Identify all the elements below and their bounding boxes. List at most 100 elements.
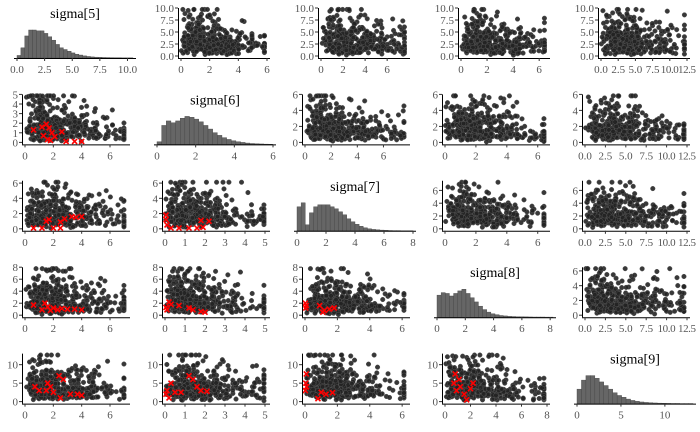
scatter-point — [517, 42, 523, 48]
scatter-point — [489, 214, 496, 220]
scatter-point — [673, 133, 679, 139]
scatter-point — [59, 107, 65, 113]
scatter-point — [65, 113, 71, 119]
scatter-point — [627, 199, 633, 205]
scatter-point — [105, 209, 111, 215]
y-tick-label: 2 — [573, 211, 579, 223]
scatter-point — [79, 112, 85, 119]
scatter-point — [622, 136, 628, 142]
scatter-point — [32, 99, 38, 105]
scatter-point — [662, 208, 668, 214]
scatter-point — [516, 34, 522, 40]
hist-bar — [193, 118, 199, 145]
scatter-point — [667, 37, 673, 43]
scatter-point — [81, 97, 87, 104]
scatter-point — [464, 191, 470, 197]
scatter-point — [617, 41, 624, 47]
x-tick-label: 1 — [182, 237, 188, 249]
scatter-point — [477, 29, 483, 35]
scatter-point — [207, 12, 213, 18]
scatter-point — [473, 103, 480, 109]
scatter-point — [343, 52, 349, 58]
scatter-point — [650, 206, 656, 212]
scatter-point — [181, 195, 187, 201]
hist-bar — [313, 206, 318, 232]
scatter-points — [459, 6, 547, 58]
hist-bar — [67, 51, 72, 59]
scatter-point — [652, 38, 658, 44]
scatter-point — [339, 135, 345, 141]
scatter-point — [660, 224, 666, 230]
scatter-point — [511, 220, 517, 227]
scatter-point — [655, 222, 661, 228]
x-tick-label: 6 — [384, 64, 390, 76]
scatter-point — [326, 35, 332, 41]
scatter-point — [359, 109, 365, 115]
scatter-point — [483, 216, 489, 222]
scatter-point — [491, 198, 497, 204]
hist-bar — [207, 128, 213, 145]
hist-bar — [371, 229, 376, 231]
scatter-point — [681, 26, 687, 33]
scatter-point — [170, 204, 176, 210]
scatter-point — [335, 7, 341, 13]
x-tick-label: 8 — [410, 237, 416, 249]
x-tick-label: 5.0 — [619, 150, 633, 162]
y-tick-label: 2 — [433, 121, 439, 133]
scatter-point — [81, 129, 87, 135]
scatter-point — [168, 179, 174, 185]
scatter-point — [44, 97, 50, 103]
scatter-point — [245, 48, 251, 54]
hist-bar — [321, 204, 327, 232]
scatter-point — [260, 213, 266, 220]
x-tick-label: 0 — [442, 150, 448, 162]
scatter-point — [633, 6, 639, 12]
x-tick-label: 0 — [458, 64, 464, 76]
scatter-point — [102, 222, 108, 228]
scatter-point — [309, 113, 315, 119]
scatter-point — [259, 44, 265, 50]
scatter-point — [678, 209, 684, 215]
scatter-point — [202, 190, 208, 196]
scatter-point — [328, 132, 334, 138]
scatter-point — [54, 105, 60, 111]
scatter-point — [480, 97, 486, 103]
scatter-point — [336, 128, 342, 135]
scatter-point — [391, 41, 397, 47]
y-tick-label: 2.5 — [160, 39, 174, 51]
scatter-point — [206, 191, 212, 197]
x-tick-label: 2.5 — [611, 64, 625, 76]
scatter-point — [188, 187, 194, 193]
scatter-point — [512, 202, 518, 208]
scatter-point — [664, 118, 670, 124]
scatter-point — [388, 135, 394, 142]
scatter-point — [376, 122, 383, 128]
scatter-point — [668, 203, 674, 210]
scatter-point — [512, 192, 518, 198]
scatter-point — [339, 105, 346, 111]
scatter-point — [671, 41, 677, 48]
x-tick-label: 7.5 — [639, 237, 653, 249]
scatter-point — [73, 199, 79, 205]
hist-bar — [59, 47, 64, 59]
scatter-point — [536, 40, 542, 46]
scatter-point — [493, 128, 499, 134]
scatter-point — [500, 202, 506, 209]
scatter-point — [471, 8, 477, 14]
x-tick-label: 6 — [270, 150, 276, 162]
scatter-point — [353, 125, 359, 131]
hist-bar — [97, 57, 103, 59]
scatter-point — [191, 220, 197, 226]
scatter-point — [37, 100, 43, 106]
hist-bar — [16, 55, 22, 59]
scatter-point — [539, 122, 545, 128]
scatter-point — [76, 132, 82, 138]
scatter-point — [454, 117, 460, 123]
scatter-point — [681, 224, 687, 230]
scatter-point — [211, 42, 217, 48]
scatter-point — [586, 179, 592, 185]
scatter-point — [593, 130, 599, 136]
scatter-point — [514, 126, 520, 132]
scatter-point — [55, 97, 61, 103]
